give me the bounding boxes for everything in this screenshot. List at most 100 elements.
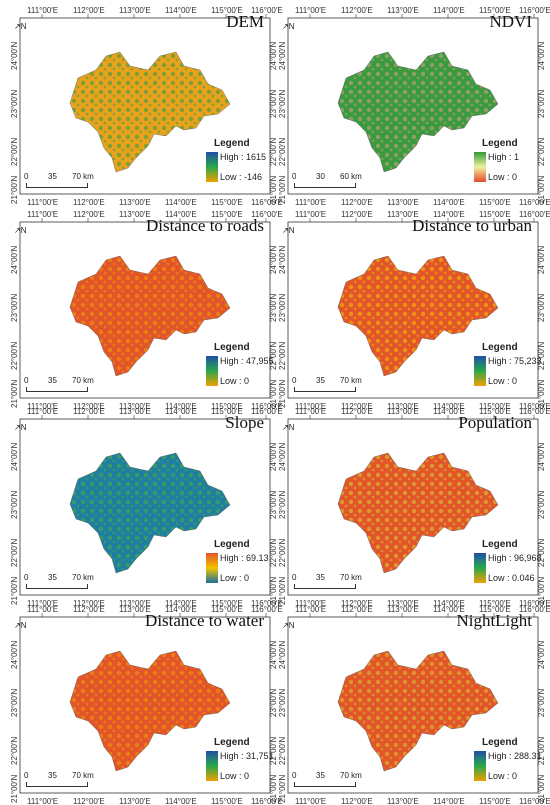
lat-tick-label: 24°00′N xyxy=(10,246,19,274)
lon-tick-label: 112°00′E xyxy=(73,402,105,411)
lat-tick-label: 22°00′N xyxy=(269,737,278,765)
lat-tick-label: 23°00′N xyxy=(269,491,278,519)
lat-tick-label: 23°00′N xyxy=(269,294,278,322)
legend-low-label: Low : 0 xyxy=(488,376,518,386)
north-arrow-icon: ↗N xyxy=(14,22,27,31)
scale-label: 70 km xyxy=(72,172,94,181)
lon-tick-label: 114°00′E xyxy=(165,605,197,614)
scale-label: 35 xyxy=(48,376,57,385)
study-region xyxy=(337,650,499,772)
map-panel-1: 111°00′E 111°00′E 112°00′E 112°00′E 113°00′E… xyxy=(8,6,283,207)
legend-low-label: Low : 0 xyxy=(488,172,518,182)
scale-label: 35 xyxy=(48,573,57,582)
legend: Legend High : 1 Low : 0 xyxy=(472,138,538,186)
lon-tick-label: 116°00′E xyxy=(519,407,550,416)
map-panel-5: 111°00′E 111°00′E 112°00′E 112°00′E 113°00′E… xyxy=(8,407,283,608)
map-panel-2: 111°00′E 111°00′E 112°00′E 112°00′E 113°00′E… xyxy=(276,6,550,207)
scale-label: 0 xyxy=(24,172,29,181)
north-arrow-icon: ↗N xyxy=(14,621,27,630)
legend-color-ramp xyxy=(474,553,486,583)
lon-tick-label: 111°00′E xyxy=(295,407,326,416)
lon-tick-label: 112°00′E xyxy=(73,599,105,608)
lon-tick-label: 115°00′E xyxy=(211,407,243,416)
legend-high-label: High : 1 xyxy=(488,152,520,162)
lon-tick-label: 111°00′E xyxy=(295,6,326,15)
map-svg: 111°00′E 111°00′E 112°00′E 112°00′E 113°00′E… xyxy=(10,407,283,608)
lon-tick-label: 116°00′E xyxy=(251,605,283,614)
lat-tick-label: 24°00′N xyxy=(269,42,278,70)
scale-label: 35 xyxy=(48,172,57,181)
lon-tick-label: 113°00′E xyxy=(387,797,419,805)
scale-label: 70 km xyxy=(340,771,362,780)
lat-tick-label: 21°00′N xyxy=(278,775,287,803)
legend-color-ramp xyxy=(206,152,218,182)
lon-tick-label: 115°00′E xyxy=(211,605,243,614)
lat-tick-label: 23°00′N xyxy=(278,689,287,717)
map-svg: 111°00′E 111°00′E 112°00′E 112°00′E 113°00′E… xyxy=(278,210,550,411)
panel-title: Distance to water xyxy=(145,611,264,630)
legend-high-label: High : 31,751 xyxy=(220,751,274,761)
north-arrow-icon: ↗N xyxy=(282,621,295,630)
lon-tick-label: 114°00′E xyxy=(433,198,465,207)
map-svg: 111°00′E 111°00′E 112°00′E 112°00′E 113°00′E… xyxy=(10,605,283,805)
lon-tick-label: 114°00′E xyxy=(433,605,465,614)
lat-tick-label: 21°00′N xyxy=(278,176,287,204)
lon-tick-label: 112°00′E xyxy=(73,797,105,805)
map-panel-3: 111°00′E 111°00′E 112°00′E 112°00′E 113°00′E… xyxy=(8,210,283,411)
map-svg: 111°00′E 111°00′E 112°00′E 112°00′E 113°00′E… xyxy=(278,605,550,805)
lon-tick-label: 113°00′E xyxy=(387,402,419,411)
study-region xyxy=(337,255,499,377)
lon-tick-label: 113°00′E xyxy=(119,6,151,15)
lon-tick-label: 114°00′E xyxy=(165,407,197,416)
legend-high-label: High : 288.31 xyxy=(488,751,542,761)
lat-tick-label: 22°00′N xyxy=(269,342,278,370)
legend-color-ramp xyxy=(206,751,218,781)
lon-tick-label: 112°00′E xyxy=(341,797,373,805)
scale-bar: 0 35 70 km xyxy=(292,771,382,793)
lon-tick-label: 113°00′E xyxy=(119,599,151,608)
lon-tick-label: 111°00′E xyxy=(27,210,58,219)
lon-tick-label: 115°00′E xyxy=(211,198,243,207)
legend-high-label: High : 47,955 xyxy=(220,356,274,366)
lon-tick-label: 113°00′E xyxy=(119,407,151,416)
north-arrow-icon: ↗N xyxy=(282,22,295,31)
legend-title: Legend xyxy=(482,138,518,149)
legend-low-label: Low : 0 xyxy=(220,376,250,386)
scale-bar: 0 35 70 km xyxy=(24,771,114,793)
scale-bar: 0 35 70 km xyxy=(24,573,114,595)
lat-tick-label: 23°00′N xyxy=(10,294,19,322)
panel-title: Slope xyxy=(225,413,264,432)
lon-tick-label: 112°00′E xyxy=(73,605,105,614)
scale-label: 35 xyxy=(316,376,325,385)
lon-tick-label: 114°00′E xyxy=(433,599,465,608)
lat-tick-label: 24°00′N xyxy=(278,443,287,471)
lon-tick-label: 116°00′E xyxy=(519,198,550,207)
lon-tick-label: 116°00′E xyxy=(519,797,550,805)
scale-bar: 0 35 70 km xyxy=(292,376,382,398)
map-svg: 111°00′E 111°00′E 112°00′E 112°00′E 113°00′E… xyxy=(278,6,550,207)
lon-tick-label: 116°00′E xyxy=(251,210,283,219)
legend-low-label: Low : 0 xyxy=(220,771,250,781)
lon-tick-label: 114°00′E xyxy=(433,210,465,219)
lon-tick-label: 112°00′E xyxy=(73,210,105,219)
scale-bar: 0 35 70 km xyxy=(292,573,382,595)
scale-label: 60 km xyxy=(340,172,362,181)
lon-tick-label: 113°00′E xyxy=(387,210,419,219)
lon-tick-label: 113°00′E xyxy=(119,797,151,805)
lon-tick-label: 114°00′E xyxy=(433,402,465,411)
lat-tick-label: 21°00′N xyxy=(10,577,19,605)
legend-color-ramp xyxy=(206,356,218,386)
lon-tick-label: 116°00′E xyxy=(251,402,283,411)
lat-tick-label: 24°00′N xyxy=(278,42,287,70)
lon-tick-label: 113°00′E xyxy=(119,402,151,411)
lat-tick-label: 21°00′N xyxy=(537,775,546,803)
legend-low-label: Low : -146 xyxy=(220,172,263,182)
north-arrow-icon: ↗N xyxy=(282,226,295,235)
lat-tick-label: 23°00′N xyxy=(537,491,546,519)
lat-tick-label: 21°00′N xyxy=(278,577,287,605)
map-svg: 111°00′E 111°00′E 112°00′E 112°00′E 113°00′E… xyxy=(10,6,283,207)
legend-title: Legend xyxy=(214,539,250,550)
lon-tick-label: 112°00′E xyxy=(341,198,373,207)
lat-tick-label: 24°00′N xyxy=(278,246,287,274)
lat-tick-label: 21°00′N xyxy=(278,380,287,408)
